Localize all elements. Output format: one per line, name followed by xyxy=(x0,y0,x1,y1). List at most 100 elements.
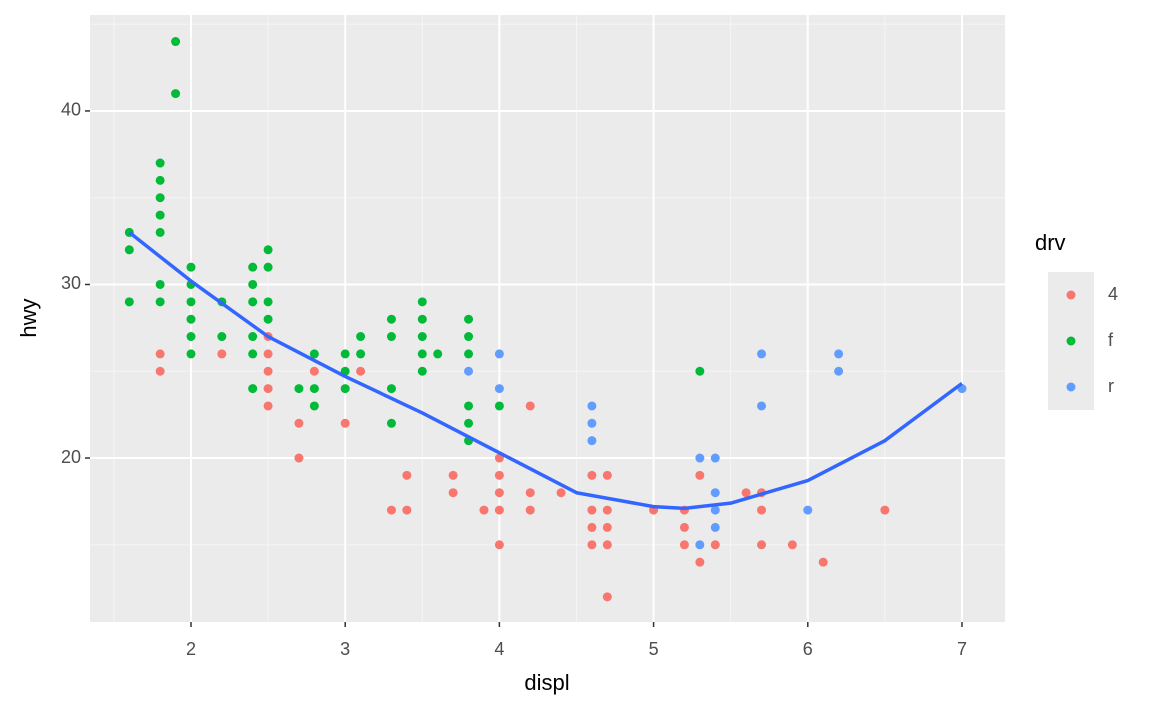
legend: 4 f r xyxy=(1048,272,1118,410)
legend-label: 4 xyxy=(1108,284,1118,304)
point xyxy=(695,366,705,376)
point xyxy=(309,349,319,359)
point xyxy=(124,297,134,307)
point xyxy=(248,279,258,289)
point xyxy=(757,401,767,411)
x-tick-label: 5 xyxy=(649,639,659,659)
x-tick-label: 6 xyxy=(803,639,813,659)
point xyxy=(386,314,396,324)
point xyxy=(464,314,474,324)
legend-marker xyxy=(1066,382,1076,392)
point xyxy=(464,418,474,428)
point xyxy=(155,210,165,220)
point xyxy=(171,89,181,99)
point xyxy=(402,470,412,480)
point xyxy=(263,245,273,255)
point xyxy=(695,470,705,480)
point xyxy=(248,297,258,307)
y-tick-label: 30 xyxy=(61,273,81,293)
point xyxy=(155,297,165,307)
point xyxy=(417,349,427,359)
x-axis-title: displ xyxy=(524,670,569,695)
point xyxy=(464,349,474,359)
point xyxy=(710,505,720,515)
point xyxy=(186,332,196,342)
point xyxy=(186,297,196,307)
point xyxy=(602,592,612,602)
point xyxy=(155,366,165,376)
point xyxy=(587,436,597,446)
point xyxy=(757,349,767,359)
legend-label: f xyxy=(1108,330,1114,350)
point xyxy=(494,384,504,394)
point xyxy=(386,505,396,515)
point xyxy=(386,332,396,342)
point xyxy=(386,384,396,394)
point xyxy=(464,401,474,411)
point xyxy=(710,453,720,463)
point xyxy=(340,384,350,394)
point xyxy=(248,332,258,342)
point xyxy=(356,349,366,359)
point xyxy=(402,505,412,515)
point xyxy=(356,366,366,376)
point xyxy=(155,158,165,168)
point xyxy=(186,262,196,272)
point xyxy=(155,175,165,185)
point xyxy=(525,401,535,411)
point xyxy=(556,488,566,498)
point xyxy=(880,505,890,515)
point xyxy=(587,401,597,411)
point xyxy=(602,522,612,532)
point xyxy=(587,505,597,515)
point xyxy=(448,488,458,498)
point xyxy=(124,245,134,255)
point xyxy=(710,488,720,498)
point xyxy=(386,418,396,428)
point xyxy=(263,349,273,359)
point xyxy=(587,418,597,428)
legend-title: drv xyxy=(1035,230,1066,255)
point xyxy=(741,488,751,498)
point xyxy=(417,297,427,307)
point xyxy=(340,418,350,428)
point xyxy=(602,505,612,515)
point xyxy=(494,540,504,550)
point xyxy=(356,332,366,342)
legend-marker xyxy=(1066,336,1076,346)
point xyxy=(602,470,612,480)
point xyxy=(587,470,597,480)
point xyxy=(464,332,474,342)
point xyxy=(695,540,705,550)
point xyxy=(155,227,165,237)
point xyxy=(309,384,319,394)
point xyxy=(417,314,427,324)
y-axis-title: hwy xyxy=(16,298,41,337)
point xyxy=(494,488,504,498)
point xyxy=(263,401,273,411)
point xyxy=(834,349,844,359)
point xyxy=(695,557,705,567)
point xyxy=(710,522,720,532)
point xyxy=(217,332,227,342)
point xyxy=(263,384,273,394)
point xyxy=(464,366,474,376)
point xyxy=(263,314,273,324)
point xyxy=(587,540,597,550)
smooth-line xyxy=(128,231,964,511)
point xyxy=(494,349,504,359)
point xyxy=(248,349,258,359)
point xyxy=(757,505,767,515)
point xyxy=(155,193,165,203)
point xyxy=(525,488,535,498)
point xyxy=(494,401,504,411)
point xyxy=(294,384,304,394)
point xyxy=(263,262,273,272)
point xyxy=(679,522,689,532)
point xyxy=(186,314,196,324)
point xyxy=(294,418,304,428)
x-tick-label: 3 xyxy=(340,639,350,659)
x-tick-label: 7 xyxy=(957,639,967,659)
point xyxy=(155,279,165,289)
